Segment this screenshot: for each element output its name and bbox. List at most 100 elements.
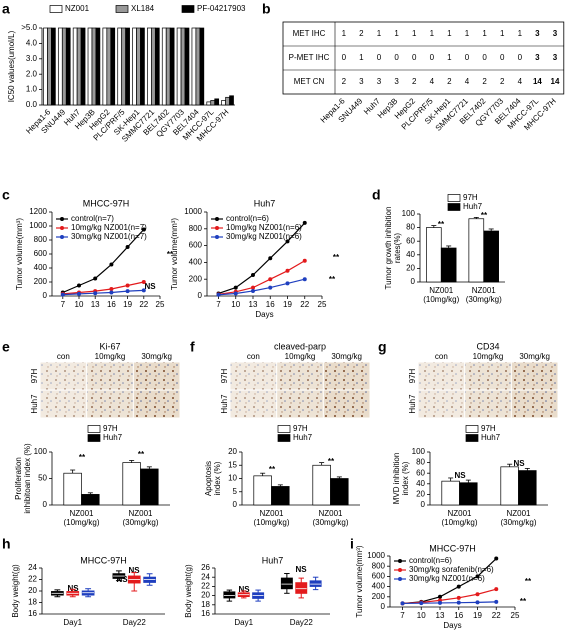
table-cell: 0: [394, 53, 399, 62]
image-row-label: 97H: [220, 368, 229, 383]
point: [438, 594, 442, 599]
legend-marker: [215, 217, 219, 221]
bar: [57, 27, 63, 106]
x-tick-label: 22: [492, 611, 501, 620]
x-tick-label: 25: [318, 300, 327, 309]
x-tick-label: 16: [107, 300, 116, 309]
annotation: NS: [128, 566, 140, 575]
micrograph: [511, 362, 558, 390]
point: [251, 285, 255, 290]
y-tick-label: 15: [228, 460, 237, 469]
row-label: MET CN: [294, 77, 325, 86]
legend-marker: [398, 559, 402, 563]
point: [268, 277, 273, 282]
annotation: NS: [67, 584, 79, 593]
point: [302, 277, 307, 282]
table-cell: 0: [430, 53, 435, 62]
y-tick-label: 200: [189, 274, 203, 283]
bar: [165, 27, 171, 106]
point: [475, 592, 480, 597]
x-tick-label: (30mg/kg): [312, 518, 348, 527]
legend-label: Huh7: [463, 202, 483, 211]
point: [109, 290, 114, 295]
image-row-label: Huh7: [408, 394, 417, 414]
image-column-label: con: [57, 352, 70, 361]
bar: [500, 466, 519, 506]
series-line: [218, 222, 306, 295]
x-axis-label: Days: [255, 310, 273, 319]
x-tick-label: 16: [454, 611, 463, 620]
x-tick-label: NZ001: [69, 509, 94, 518]
bar: [102, 27, 108, 106]
table-cell: 1: [430, 29, 435, 38]
panel-letter: f: [190, 339, 195, 355]
annotation: NS: [238, 585, 250, 594]
y-tick-label: 60: [406, 236, 415, 245]
image-column-label: 10mg/kg: [285, 352, 316, 361]
bar: [195, 27, 201, 106]
point: [125, 289, 130, 294]
legend-swatch: [277, 434, 291, 442]
table-cell: 4: [430, 77, 435, 86]
annotation: NS: [116, 575, 128, 584]
annotation: NS: [513, 459, 525, 468]
point: [141, 288, 146, 293]
legend-swatch: [447, 194, 461, 202]
bar: [80, 27, 86, 106]
table-cell: 1: [359, 53, 364, 62]
y-axis-label: Tumor growth inhibition: [384, 207, 393, 290]
bar: [176, 27, 182, 106]
bar: [140, 27, 145, 106]
annotation: **: [333, 253, 340, 262]
table-cell: 1: [500, 29, 505, 38]
point: [141, 280, 146, 284]
y-tick-label: 600: [189, 241, 203, 250]
x-tick-label: NZ001: [318, 509, 343, 518]
table-cell: 1: [377, 29, 382, 38]
row-label: MET IHC: [293, 29, 326, 38]
x-tick-label: 19: [473, 611, 482, 620]
y-axis-label: Tumor volume(mm³): [170, 218, 179, 290]
legend-label: Huh7: [103, 433, 123, 442]
point: [494, 587, 499, 592]
x-tick-label: 19: [283, 300, 292, 309]
legend-swatch: [465, 434, 479, 442]
table-cell: 3: [377, 77, 382, 86]
x-tick-label: Day1: [234, 618, 253, 627]
y-tick-label: 24: [28, 563, 37, 572]
y-tick-label: 40: [416, 479, 425, 488]
point: [285, 281, 290, 286]
y-tick-label: 100: [412, 447, 426, 456]
micrograph: [277, 362, 323, 390]
legend-label: control(n=6): [409, 556, 452, 565]
row-label: P-MET IHC: [289, 53, 330, 62]
annotation: NS: [454, 471, 466, 480]
panel-letter: e: [2, 339, 10, 355]
bar: [180, 27, 186, 106]
annotation: **: [438, 220, 445, 229]
bar: [117, 27, 123, 106]
chart-title: MHCC-97H: [80, 555, 127, 565]
box: [295, 582, 308, 594]
annotation: **: [167, 250, 174, 259]
bar: [47, 27, 52, 106]
annotation: NS: [144, 282, 156, 291]
y-axis-label: Body weight(g): [11, 564, 20, 618]
bar: [214, 98, 220, 106]
bar: [441, 480, 460, 506]
bar: [106, 27, 112, 106]
x-tick-label: NZ001: [447, 509, 472, 518]
image-row-label: 97H: [408, 368, 417, 383]
y-tick-label: 16: [201, 609, 210, 618]
table-cell: 3: [394, 77, 399, 86]
chart-title: Ki-67: [99, 341, 120, 351]
legend-label: 30mg/kg NZ001(n=7): [71, 232, 147, 241]
micrograph: [323, 362, 370, 390]
table-cell: 1: [447, 53, 452, 62]
table-cell: 2: [359, 29, 364, 38]
x-tick-label: NZ001: [506, 509, 531, 518]
bar: [271, 486, 290, 506]
table-cell: 3: [553, 53, 558, 62]
legend-label: 10mg/kg NZ001(n=6): [226, 223, 302, 232]
point: [302, 220, 307, 225]
